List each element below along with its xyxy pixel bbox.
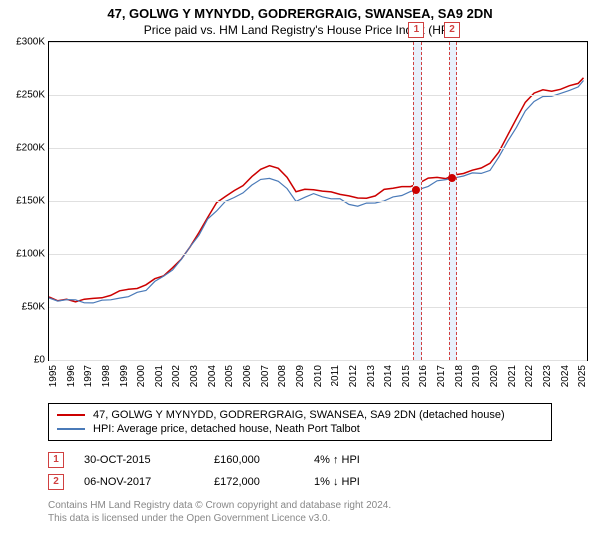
x-axis-label: 2000 (136, 365, 147, 387)
x-axis-label: 2022 (524, 365, 535, 387)
x-axis-label: 2003 (189, 365, 200, 387)
annotation-diff: 1% ↓ HPI (314, 476, 360, 488)
x-axis-label: 2025 (577, 365, 588, 387)
x-axis-label: 2018 (454, 365, 465, 387)
footer-attribution: Contains HM Land Registry data © Crown c… (48, 499, 552, 525)
x-axis-label: 2007 (260, 365, 271, 387)
x-axis-label: 2019 (471, 365, 482, 387)
series-line-property (49, 78, 584, 302)
transaction-marker (412, 186, 420, 194)
footer-line-2: This data is licensed under the Open Gov… (48, 512, 552, 525)
x-axis-label: 2023 (542, 365, 553, 387)
plot-area: £0£50K£100K£150K£200K£250K£300K12 (48, 41, 588, 361)
gridline (49, 201, 587, 202)
x-axis-label: 2020 (489, 365, 500, 387)
x-axis-label: 1997 (83, 365, 94, 387)
y-axis-label: £200K (16, 143, 49, 154)
transaction-marker (448, 174, 456, 182)
x-axis-label: 2021 (507, 365, 518, 387)
x-axis-label: 2011 (330, 365, 341, 387)
annotation-price: £172,000 (214, 476, 294, 488)
x-axis-label: 1999 (119, 365, 130, 387)
legend-item: HPI: Average price, detached house, Neat… (57, 422, 543, 436)
x-axis-label: 2004 (207, 365, 218, 387)
x-axis-label: 2016 (418, 365, 429, 387)
y-axis-label: £250K (16, 90, 49, 101)
chart-container: 47, GOLWG Y MYNYDD, GODRERGRAIG, SWANSEA… (0, 0, 600, 560)
gridline (49, 148, 587, 149)
legend-item: 47, GOLWG Y MYNYDD, GODRERGRAIG, SWANSEA… (57, 408, 543, 422)
y-axis-label: £0 (34, 355, 49, 366)
highlight-band (449, 42, 457, 360)
x-axis-label: 2015 (401, 365, 412, 387)
series-line-hpi (49, 81, 584, 303)
legend-swatch (57, 414, 85, 416)
x-axis-label: 2006 (242, 365, 253, 387)
y-axis-label: £300K (16, 37, 49, 48)
x-axis-label: 1998 (101, 365, 112, 387)
chart-title: 47, GOLWG Y MYNYDD, GODRERGRAIG, SWANSEA… (0, 0, 600, 21)
annotation-id-box: 2 (48, 474, 64, 490)
annotation-price: £160,000 (214, 454, 294, 466)
legend-swatch (57, 428, 85, 430)
transaction-annotations: 1 30-OCT-2015 £160,000 4% ↑ HPI 2 06-NOV-2017… (48, 449, 552, 493)
gridline (49, 95, 587, 96)
x-axis-label: 2010 (313, 365, 324, 387)
y-axis-label: £100K (16, 249, 49, 260)
x-axis-label: 2013 (366, 365, 377, 387)
chart-subtitle: Price paid vs. HM Land Registry's House … (0, 21, 600, 41)
annotation-date: 06-NOV-2017 (84, 476, 194, 488)
x-axis-label: 2024 (560, 365, 571, 387)
annotation-diff: 4% ↑ HPI (314, 454, 360, 466)
x-axis-label: 2001 (154, 365, 165, 387)
x-axis-label: 2017 (436, 365, 447, 387)
x-axis-label: 2012 (348, 365, 359, 387)
x-axis-label: 2005 (224, 365, 235, 387)
y-axis-label: £150K (16, 196, 49, 207)
x-axis-label: 1995 (48, 365, 59, 387)
x-axis-label: 2009 (295, 365, 306, 387)
gridline (49, 307, 587, 308)
legend-box: 47, GOLWG Y MYNYDD, GODRERGRAIG, SWANSEA… (48, 403, 552, 441)
legend-label: HPI: Average price, detached house, Neat… (93, 423, 360, 435)
annotation-row: 1 30-OCT-2015 £160,000 4% ↑ HPI (48, 449, 552, 471)
highlight-band (413, 42, 421, 360)
callout-marker: 1 (408, 22, 424, 38)
annotation-row: 2 06-NOV-2017 £172,000 1% ↓ HPI (48, 471, 552, 493)
x-axis-label: 2008 (277, 365, 288, 387)
x-axis-label: 1996 (66, 365, 77, 387)
legend-label: 47, GOLWG Y MYNYDD, GODRERGRAIG, SWANSEA… (93, 409, 505, 421)
gridline (49, 42, 587, 43)
annotation-id-box: 1 (48, 452, 64, 468)
x-axis-labels: 1995 1996 1997 1998 1999 2000 2001 2002 2003 2004… (48, 361, 588, 395)
gridline (49, 254, 587, 255)
x-axis-label: 2014 (383, 365, 394, 387)
footer-line-1: Contains HM Land Registry data © Crown c… (48, 499, 552, 512)
y-axis-label: £50K (22, 302, 49, 313)
x-axis-label: 2002 (171, 365, 182, 387)
annotation-date: 30-OCT-2015 (84, 454, 194, 466)
callout-marker: 2 (444, 22, 460, 38)
